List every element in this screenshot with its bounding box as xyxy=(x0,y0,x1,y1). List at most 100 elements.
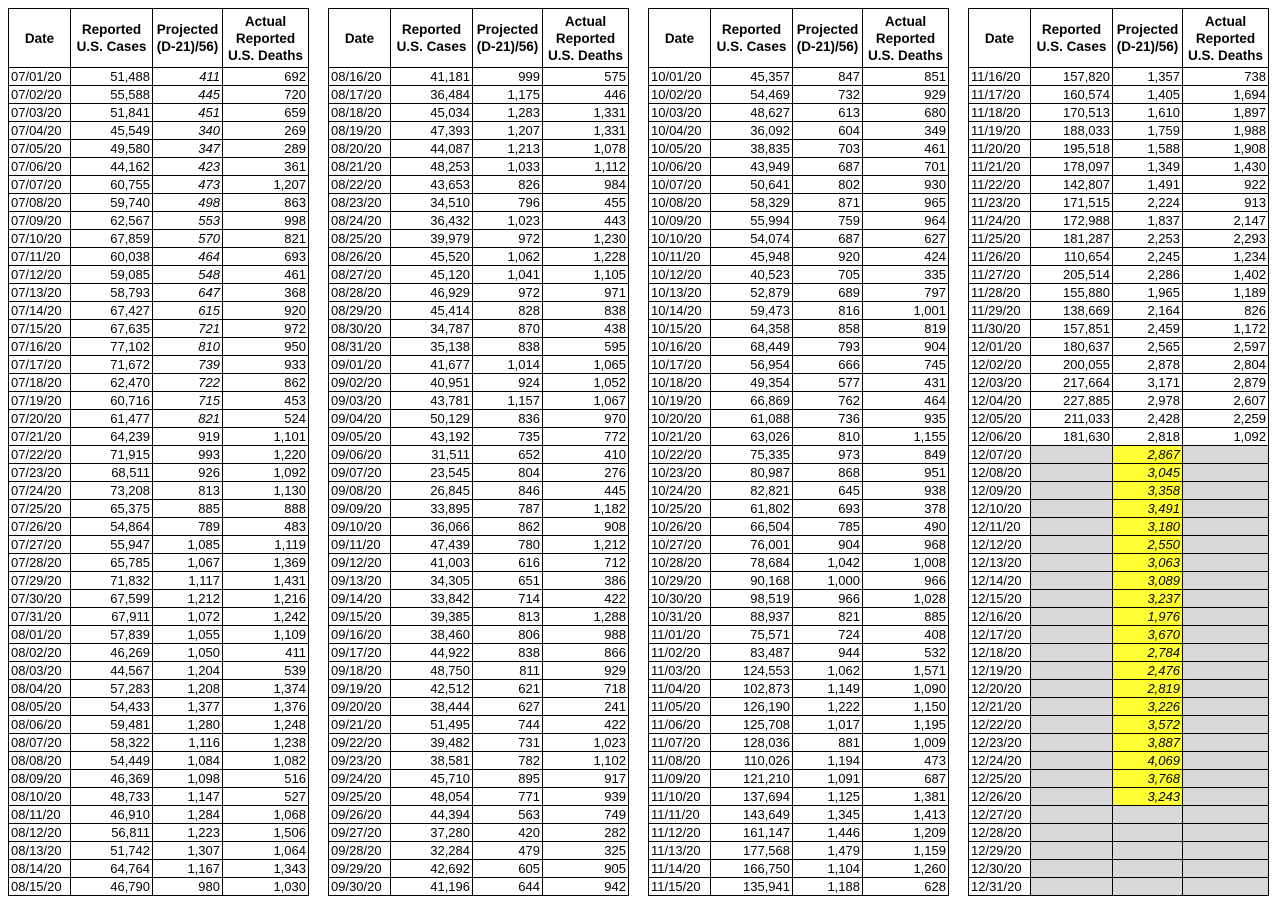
value-cell: 33,895 xyxy=(390,499,473,518)
value-cell: 1,345 xyxy=(792,805,863,824)
value-cell: 34,787 xyxy=(390,319,473,338)
date-cell: 10/31/20 xyxy=(648,607,711,626)
date-cell: 09/24/20 xyxy=(328,769,391,788)
value-cell: 972 xyxy=(472,229,543,248)
value-cell: 1,374 xyxy=(222,679,309,698)
value-cell xyxy=(1030,841,1113,860)
value-cell: 2,476 xyxy=(1112,661,1183,680)
table-row: 10/22/20 75,335 973 849 xyxy=(648,445,949,464)
table-row: 12/11/20 3,180 xyxy=(968,517,1269,536)
value-cell: 38,444 xyxy=(390,697,473,716)
value-cell: 1,230 xyxy=(542,229,629,248)
table-row: 11/26/20 110,654 2,245 1,234 xyxy=(968,247,1269,266)
table-row: 08/02/20 46,269 1,050 411 xyxy=(8,643,309,662)
date-cell: 10/05/20 xyxy=(648,139,711,158)
column-header: Actual Reported U.S. Deaths xyxy=(542,8,629,68)
table-row: 07/12/20 59,085 548 461 xyxy=(8,265,309,284)
value-cell: 445 xyxy=(542,481,629,500)
value-cell: 1,212 xyxy=(542,535,629,554)
date-cell: 09/10/20 xyxy=(328,517,391,536)
date-cell: 08/26/20 xyxy=(328,247,391,266)
table-row: 11/14/20 166,750 1,104 1,260 xyxy=(648,859,949,878)
value-cell: 1,369 xyxy=(222,553,309,572)
table-row: 07/14/20 67,427 615 920 xyxy=(8,301,309,320)
value-cell: 1,062 xyxy=(792,661,863,680)
value-cell: 340 xyxy=(152,121,223,140)
value-cell: 160,574 xyxy=(1030,85,1113,104)
value-cell: 453 xyxy=(222,391,309,410)
value-cell: 787 xyxy=(472,499,543,518)
table-row: 08/23/20 34,510 796 455 xyxy=(328,193,629,212)
value-cell: 1,357 xyxy=(1112,67,1183,86)
date-cell: 08/15/20 xyxy=(8,877,71,896)
value-cell: 58,322 xyxy=(70,733,153,752)
value-cell: 1,072 xyxy=(152,607,223,626)
value-cell: 687 xyxy=(862,769,949,788)
value-cell: 1,280 xyxy=(152,715,223,734)
date-cell: 08/30/20 xyxy=(328,319,391,338)
value-cell: 443 xyxy=(542,211,629,230)
value-cell: 1,965 xyxy=(1112,283,1183,302)
table-row: 11/23/20 171,515 2,224 913 xyxy=(968,193,1269,212)
date-cell: 07/15/20 xyxy=(8,319,71,338)
table-row: 08/17/20 36,484 1,175 446 xyxy=(328,85,629,104)
value-cell: 39,385 xyxy=(390,607,473,626)
value-cell: 46,929 xyxy=(390,283,473,302)
table-row: 11/17/20 160,574 1,405 1,694 xyxy=(968,85,1269,104)
table-row: 08/12/20 56,811 1,223 1,506 xyxy=(8,823,309,842)
value-cell: 1,238 xyxy=(222,733,309,752)
value-cell: 1,343 xyxy=(222,859,309,878)
value-cell: 378 xyxy=(862,499,949,518)
value-cell: 75,335 xyxy=(710,445,793,464)
date-cell: 11/02/20 xyxy=(648,643,711,662)
date-cell: 10/29/20 xyxy=(648,571,711,590)
date-cell: 09/05/20 xyxy=(328,427,391,446)
value-cell xyxy=(1112,805,1183,824)
value-cell: 45,120 xyxy=(390,265,473,284)
value-cell: 1,248 xyxy=(222,715,309,734)
table-row: 08/28/20 46,929 972 971 xyxy=(328,283,629,302)
value-cell: 828 xyxy=(472,301,543,320)
date-cell: 11/24/20 xyxy=(968,211,1031,230)
value-cell: 62,470 xyxy=(70,373,153,392)
table-row: 09/23/20 38,581 782 1,102 xyxy=(328,751,629,770)
value-cell: 39,482 xyxy=(390,733,473,752)
value-cell: 712 xyxy=(542,553,629,572)
value-cell: 1,085 xyxy=(152,535,223,554)
value-cell: 56,954 xyxy=(710,355,793,374)
value-cell: 1,260 xyxy=(862,859,949,878)
value-cell: 3,572 xyxy=(1112,715,1183,734)
date-cell: 07/26/20 xyxy=(8,517,71,536)
date-cell: 08/05/20 xyxy=(8,697,71,716)
value-cell: 200,055 xyxy=(1030,355,1113,374)
table-row: 07/29/20 71,832 1,117 1,431 xyxy=(8,571,309,590)
value-cell: 46,910 xyxy=(70,805,153,824)
value-cell xyxy=(1182,517,1269,536)
value-cell: 386 xyxy=(542,571,629,590)
value-cell: 595 xyxy=(542,337,629,356)
value-cell: 1,014 xyxy=(472,355,543,374)
date-cell: 12/05/20 xyxy=(968,409,1031,428)
table-row: 08/31/20 35,138 838 595 xyxy=(328,337,629,356)
value-cell: 1,104 xyxy=(792,859,863,878)
table-row: 12/29/20 xyxy=(968,841,1269,860)
value-cell: 749 xyxy=(542,805,629,824)
value-cell: 3,358 xyxy=(1112,481,1183,500)
value-cell: 2,164 xyxy=(1112,301,1183,320)
value-cell: 970 xyxy=(542,409,629,428)
value-cell: 49,580 xyxy=(70,139,153,158)
value-cell: 871 xyxy=(792,193,863,212)
value-cell: 926 xyxy=(152,463,223,482)
value-cell: 680 xyxy=(862,103,949,122)
table-row: 09/18/20 48,750 811 929 xyxy=(328,661,629,680)
value-cell xyxy=(1182,445,1269,464)
data-table: Date Reported U.S. Cases Projected (D-21)/… xyxy=(328,8,629,896)
value-cell: 1,150 xyxy=(862,697,949,716)
table-row: 08/10/20 48,733 1,147 527 xyxy=(8,787,309,806)
column-header: Reported U.S. Cases xyxy=(1030,8,1113,68)
value-cell: 41,677 xyxy=(390,355,473,374)
table-row: 08/21/20 48,253 1,033 1,112 xyxy=(328,157,629,176)
value-cell: 905 xyxy=(542,859,629,878)
value-cell xyxy=(1030,859,1113,878)
date-cell: 11/01/20 xyxy=(648,625,711,644)
